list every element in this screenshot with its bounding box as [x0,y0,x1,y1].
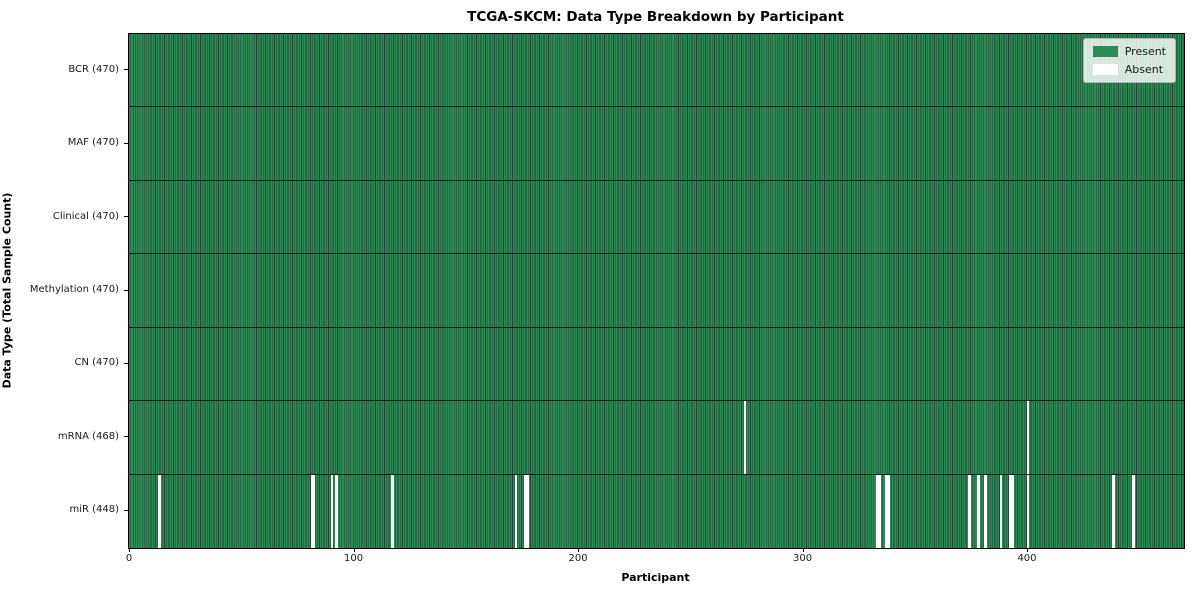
y-tick-mark [124,362,128,364]
y-tick-mark [124,142,128,144]
x-tick-label: 300 [792,553,813,564]
heatmap-rows [129,34,1184,548]
legend-label-absent: Absent [1124,63,1164,76]
absent-stripe [1132,474,1135,548]
x-tick-mark [1026,548,1028,552]
x-tick-label: 200 [568,553,588,564]
absent-stripe [999,474,1003,548]
chart-title: TCGA-SKCM: Data Type Breakdown by Partic… [467,9,844,25]
heatmap-row-clinical [129,180,1184,255]
absent-stripe [523,474,527,548]
y-tick-label: MAF (470) [67,137,119,149]
absent-stripe [158,474,161,548]
heatmap-row-bcr [129,34,1184,108]
heatmap-row-cn [129,327,1184,402]
x-tick-mark [353,548,355,552]
heatmap-row-maf [129,107,1184,181]
y-tick-label: miR (448) [69,504,119,516]
y-tick-mark [124,216,128,218]
legend-entry-absent: Absent [1092,63,1166,76]
heatmap-row-mir [129,474,1184,548]
absent-stripe [743,401,747,474]
absent-stripe [984,474,987,548]
present-swatch [1092,46,1118,57]
absent-swatch [1092,64,1118,75]
absent-stripe [878,474,882,548]
y-tick-label: Clinical (470) [52,210,119,222]
absent-stripe [1026,474,1030,548]
legend: Present Absent [1082,38,1176,83]
absent-stripe [887,474,891,548]
x-tick-mark [578,548,580,552]
absent-stripe [335,474,338,548]
y-tick-label: mRNA (468) [57,430,119,442]
heatmap-row-mrna [129,401,1184,475]
absent-stripe [876,474,879,548]
absent-stripe [1008,474,1012,548]
legend-entry-present: Present [1092,45,1166,58]
x-tick-label: 100 [344,553,364,564]
absent-stripe [391,474,394,548]
absent-stripe [526,474,529,548]
y-tick-mark [124,509,128,511]
x-tick-mark [802,548,804,552]
absent-stripe [1112,474,1115,548]
absent-stripe [514,474,518,548]
y-tick-label: Methylation (470) [29,284,119,295]
x-tick-mark [129,548,131,552]
y-tick-label: CN (470) [74,357,119,369]
plot-area [128,33,1185,549]
y-tick-mark [124,289,128,291]
absent-stripe [312,474,316,548]
y-tick-mark [124,436,128,438]
absent-stripe [1026,401,1030,474]
heatmap-row-methylation [129,254,1184,328]
y-tick-mark [124,69,128,71]
absent-stripe [968,474,971,548]
absent-stripe [310,474,314,548]
legend-label-present: Present [1124,45,1166,58]
y-tick-label: BCR (470) [68,63,119,75]
absent-stripe [330,474,334,548]
absent-stripe [1011,474,1014,548]
absent-stripe [885,474,888,548]
x-tick-label: 0 [125,553,133,564]
x-tick-label: 400 [1017,553,1037,564]
absent-stripe [977,474,980,548]
x-axis-label: Participant [621,571,690,584]
